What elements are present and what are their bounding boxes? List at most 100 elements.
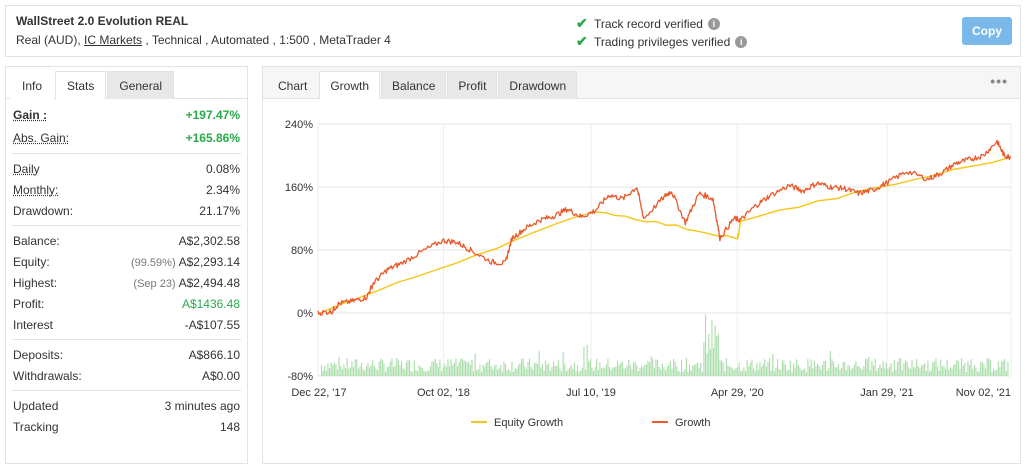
system-header: WallStreet 2.0 Evolution REAL Real (AUD)… — [5, 5, 1021, 57]
volume-bar — [714, 325, 716, 376]
stats-tabs: Info Stats General — [6, 67, 247, 99]
volume-bar — [977, 371, 979, 376]
monthly-label[interactable]: Monthly: — [13, 182, 59, 197]
volume-bar — [804, 368, 806, 376]
volume-bar — [407, 359, 409, 376]
tab-profit[interactable]: Profit — [447, 71, 498, 99]
volume-bar — [474, 353, 476, 376]
volume-bar — [821, 364, 823, 376]
volume-bar — [537, 363, 539, 376]
volume-bar — [580, 370, 582, 376]
updated-label: Updated — [13, 398, 59, 413]
volume-bar — [874, 358, 876, 376]
volume-bar — [855, 361, 857, 376]
volume-bar — [756, 363, 758, 376]
more-menu-icon[interactable]: ••• — [990, 73, 1008, 89]
volume-bar — [780, 370, 782, 376]
volume-bar — [348, 368, 350, 376]
volume-bar — [596, 358, 598, 376]
volume-bar — [332, 365, 334, 376]
volume-bar — [823, 360, 825, 376]
volume-bar — [524, 366, 526, 376]
volume-bar — [553, 361, 555, 376]
tab-stats[interactable]: Stats — [55, 71, 107, 99]
highest-value-wrap: (Sep 23) A$2,494.48 — [133, 276, 240, 290]
checkmark-icon: ✔ — [576, 33, 588, 49]
volume-bar — [879, 364, 881, 376]
volume-bar — [733, 369, 735, 376]
system-title: WallStreet 2.0 Evolution REAL — [16, 14, 189, 28]
volume-bar — [609, 367, 611, 376]
volume-bar — [954, 363, 956, 376]
tab-chart[interactable]: Chart — [278, 79, 308, 93]
tab-balance[interactable]: Balance — [381, 71, 447, 99]
volume-bar — [737, 367, 739, 376]
interest-value: -A$107.55 — [184, 317, 240, 332]
volume-bar — [685, 358, 687, 376]
gain-label[interactable]: Gain : — [13, 107, 48, 122]
volume-bar — [401, 360, 403, 376]
volume-bar — [370, 365, 372, 376]
volume-bar — [636, 365, 638, 376]
volume-bar — [399, 365, 401, 376]
tab-growth[interactable]: Growth — [319, 71, 381, 99]
volume-bar — [642, 367, 644, 376]
volume-bar — [385, 371, 387, 376]
volume-bar — [844, 361, 846, 376]
volume-bar — [449, 366, 451, 376]
volume-bar — [357, 368, 359, 376]
stats-panel: Info Stats General Gain : +197.47% Abs. … — [5, 66, 248, 464]
volume-bar — [444, 363, 446, 376]
volume-bar — [706, 353, 708, 376]
info-icon[interactable]: i — [735, 35, 748, 48]
volume-bar — [975, 367, 977, 376]
y-tick-label: 160% — [285, 182, 313, 194]
volume-bar — [788, 369, 790, 376]
volume-bar — [463, 360, 465, 376]
volume-bar — [673, 358, 675, 376]
volume-bar — [809, 366, 811, 376]
volume-bar — [876, 370, 878, 376]
volume-bar — [684, 369, 686, 376]
daily-label[interactable]: Daily — [13, 161, 40, 176]
volume-bar — [969, 365, 971, 376]
volume-bar — [527, 361, 529, 376]
volume-bar — [586, 344, 588, 376]
volume-bar — [468, 361, 470, 376]
volume-bar — [556, 365, 558, 376]
copy-button[interactable]: Copy — [962, 17, 1012, 45]
balance-value: A$2,302.58 — [178, 233, 240, 248]
volume-bar — [343, 364, 345, 376]
info-icon[interactable]: i — [707, 17, 720, 30]
volume-bar — [948, 370, 950, 376]
volume-bar — [570, 364, 572, 376]
volume-bar — [641, 365, 643, 376]
volume-bar — [540, 367, 542, 376]
abs-gain-label[interactable]: Abs. Gain: — [13, 130, 70, 145]
volume-bar — [655, 359, 657, 376]
broker-link[interactable]: IC Markets — [84, 33, 143, 47]
volume-bar — [505, 364, 507, 376]
volume-bar — [916, 359, 918, 376]
stat-row-drawdown: Drawdown: 21.17% — [12, 200, 241, 221]
volume-bar — [338, 356, 340, 376]
tab-general[interactable]: General — [107, 71, 175, 99]
volume-bar — [759, 362, 761, 376]
volume-bar — [633, 362, 635, 376]
volume-bar — [420, 367, 422, 376]
volume-bar — [961, 358, 963, 376]
volume-bar — [818, 365, 820, 376]
volume-bar — [388, 366, 390, 376]
tab-info[interactable]: Info — [10, 71, 55, 99]
volume-bar — [629, 365, 631, 376]
tab-drawdown[interactable]: Drawdown — [498, 71, 578, 99]
volume-bar — [447, 359, 449, 376]
volume-bar — [869, 370, 871, 376]
drawdown-label: Drawdown: — [13, 203, 74, 218]
volume-bar — [436, 363, 438, 376]
volume-bar — [901, 370, 903, 376]
volume-bar — [666, 366, 668, 376]
volume-bar — [639, 368, 641, 376]
trading-privileges-verified: ✔ Trading privileges verified i — [576, 33, 748, 50]
volume-bar — [903, 362, 905, 376]
